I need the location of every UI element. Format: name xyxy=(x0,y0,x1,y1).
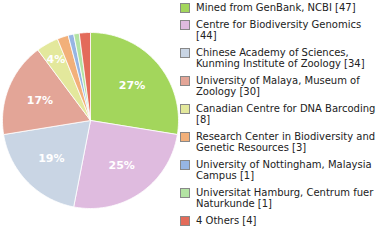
html-text:Research Center in Biodiversit: Research Center in Biodiversity and Gene… xyxy=(196,131,376,153)
html-text:University of Malaya, Museum o: University of Malaya, Museum of Zoology … xyxy=(196,75,360,97)
svg-text:4%: 4% xyxy=(47,53,66,66)
html-text:4 Others [4]: 4 Others [4] xyxy=(196,215,257,226)
html-text:Canadian Centre for DNA Barcod: Canadian Centre for DNA Barcoding [8] xyxy=(196,103,376,125)
html-text:Universitat Hamburg, Centrum f: Universitat Hamburg, Centrum fuer Naturk… xyxy=(196,187,374,209)
html-text:University of Nottingham, Mala: University of Nottingham, Malaysia Campu… xyxy=(196,159,372,181)
html-text:Mined from GenBank, NCBI [47]: Mined from GenBank, NCBI [47] xyxy=(196,2,356,13)
html-text:Chinese Academy of Sciences, K: Chinese Academy of Sciences, Kunming Ins… xyxy=(196,47,365,69)
svg-text:19%: 19% xyxy=(38,152,64,165)
svg-text:17%: 17% xyxy=(27,94,53,107)
svg-text:27%: 27% xyxy=(119,79,145,92)
html-text:Centre for Biodiversity Genomi: Centre for Biodiversity Genomics [44] xyxy=(196,19,362,41)
svg-text:25%: 25% xyxy=(109,159,135,172)
